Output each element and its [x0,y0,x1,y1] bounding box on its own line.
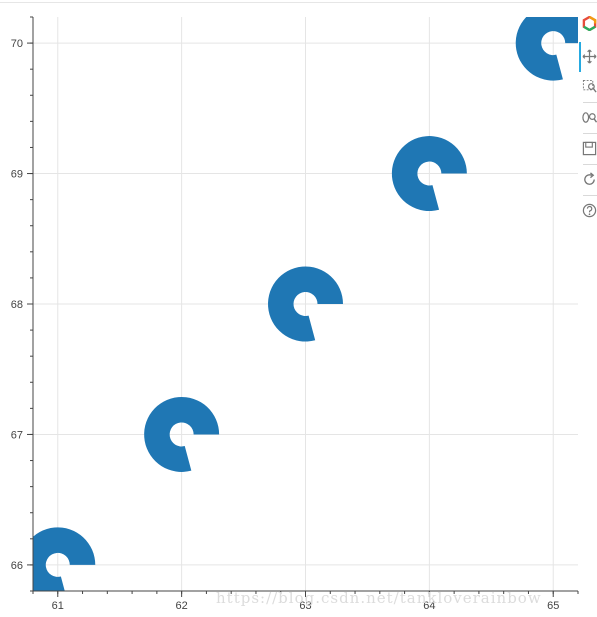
x-tick-label: 63 [299,600,311,612]
y-tick-label: 70 [11,38,23,50]
annular-wedge-point [391,136,467,212]
annular-wedge-point [515,17,578,81]
x-tick-label: 62 [176,600,188,612]
y-tick-label: 66 [11,560,23,572]
x-tick-label: 61 [52,600,64,612]
y-tick-label: 67 [11,429,23,441]
annular-wedge-point [268,266,343,342]
data-series [33,17,578,591]
x-tick-label: 65 [547,600,559,612]
annular-wedge-point [33,527,96,591]
y-tick-label: 69 [11,169,23,181]
toolbar-divider [583,164,597,165]
help-icon[interactable] [582,203,597,218]
save-icon[interactable] [582,141,597,156]
reset-icon[interactable] [582,172,597,187]
watermark-text: https://blog.csdn.net/tankloverainbow [216,589,542,607]
pan-icon[interactable] [582,49,597,64]
axes: 61 62 63 64 65 66 67 68 69 70 [11,16,579,612]
top-border [0,2,597,3]
chart-toolbar [579,14,597,224]
toolbar-divider [583,133,597,134]
annular-wedge-point [144,396,220,472]
y-tick-label: 68 [11,299,23,311]
box-zoom-icon[interactable] [582,79,597,94]
toolbar-divider [583,195,597,196]
x-tick-label: 64 [423,600,435,612]
active-tool-indicator [579,42,581,72]
wheel-zoom-icon[interactable] [582,110,597,125]
bokeh-logo-icon[interactable] [582,16,597,31]
grid-lines [33,17,578,591]
toolbar-divider [583,102,597,103]
